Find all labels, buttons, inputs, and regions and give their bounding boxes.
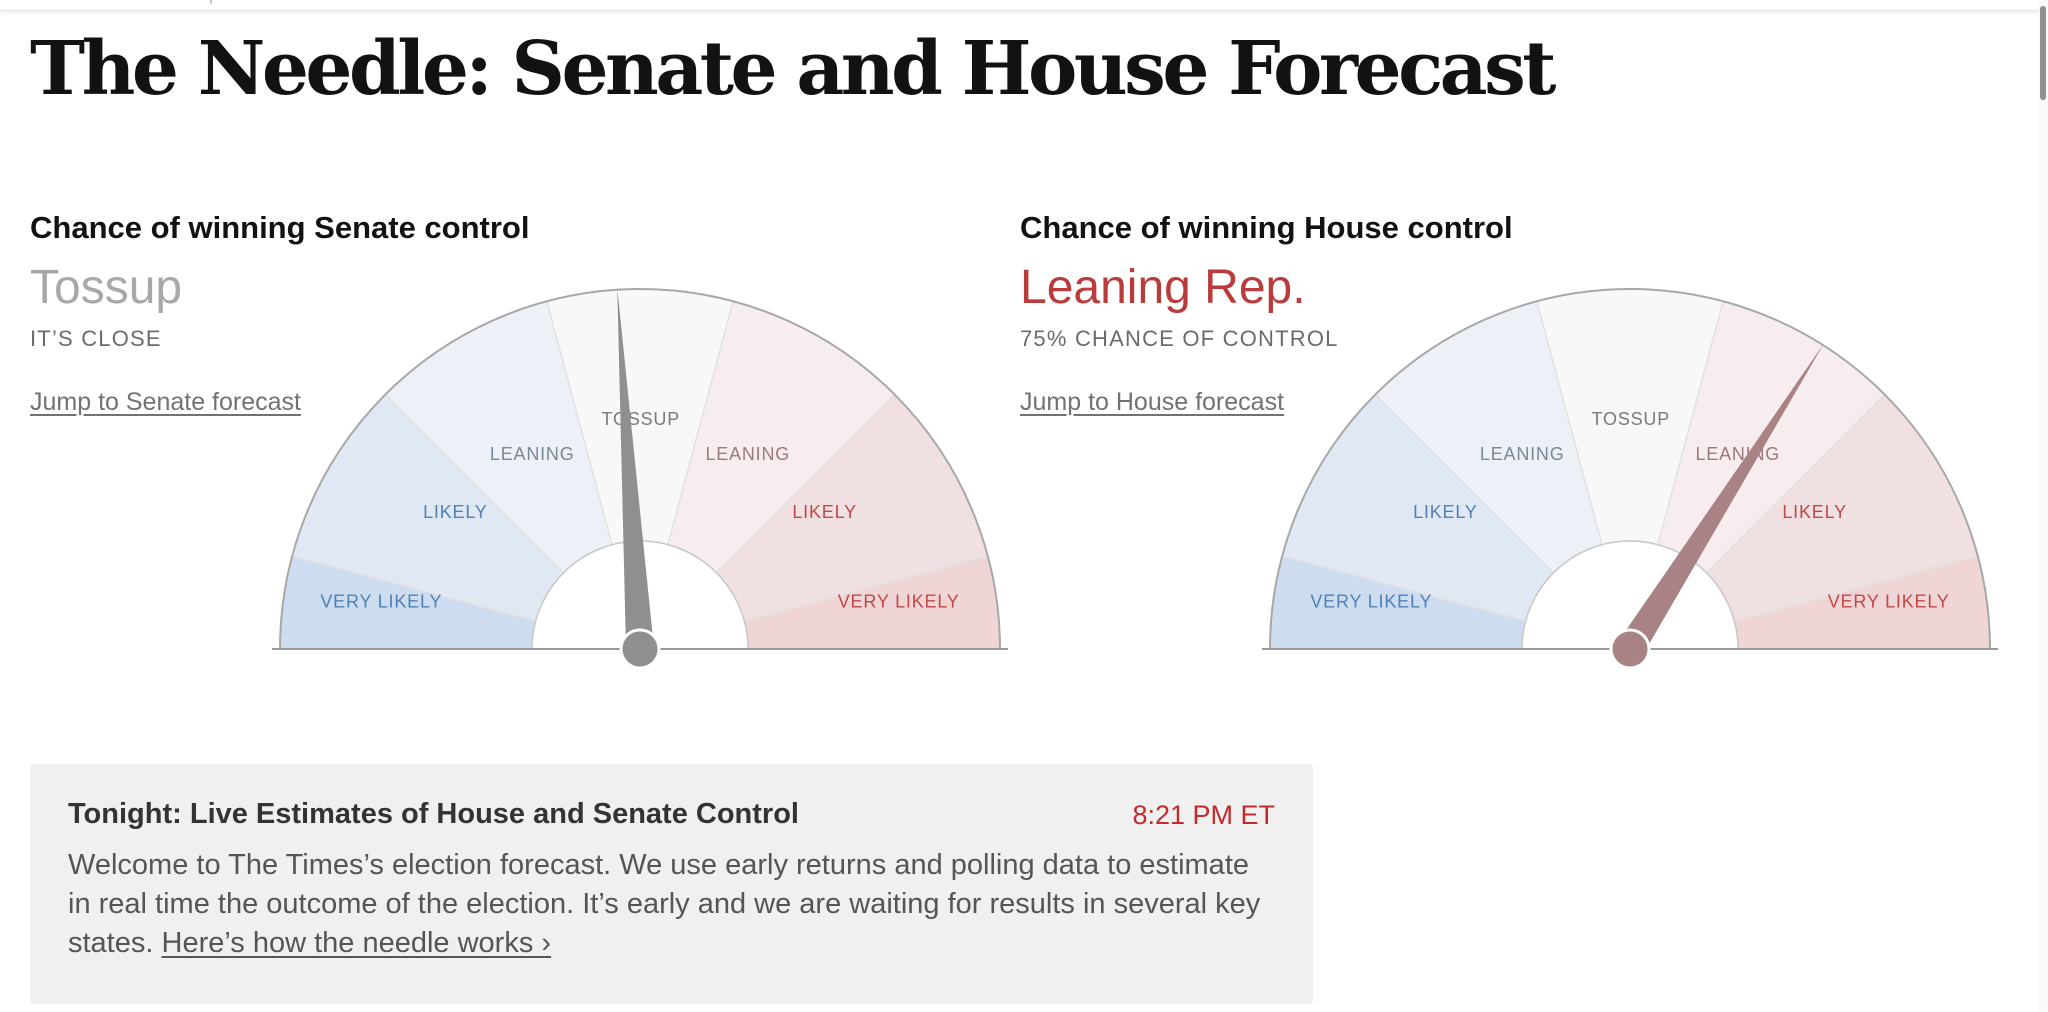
house-needle-gauge: VERY LIKELY LIKELY LEANING TOSSUP LEANING LIK… — [1262, 288, 1998, 670]
gauge-label-tossup: TOSSUP — [602, 409, 681, 429]
live-update-box: Tonight: Live Estimates of House and Sen… — [30, 764, 1313, 1004]
gauge-label-likely-dem: LIKELY — [423, 502, 488, 522]
house-status-subtext: 75% CHANCE OF CONTROL — [1020, 326, 1339, 351]
gauge-label-very-likely-dem: VERY LIKELY — [1310, 592, 1432, 612]
gauge-label-leaning-rep: LEANING — [705, 444, 790, 464]
scrollbar[interactable] — [2038, 0, 2048, 1012]
gauge-needle-hub — [1609, 628, 1651, 670]
jump-to-house-link[interactable]: Jump to House forecast — [1020, 388, 1285, 416]
house-status: Leaning Rep. — [1020, 261, 1306, 314]
update-body-text: Welcome to The Times’s election forecast… — [68, 849, 1261, 959]
page-title: The Needle: Senate and House Forecast — [30, 26, 1556, 112]
gauge-label-tossup: TOSSUP — [1592, 409, 1671, 429]
gauge-outer-arc — [1269, 288, 1991, 650]
gauge-outer-arc — [279, 288, 1001, 650]
gauge-label-very-likely-rep: VERY LIKELY — [1828, 592, 1950, 612]
gauge-needle-hub — [619, 628, 661, 670]
gauge-needle — [617, 287, 654, 650]
gauge-label-leaning-dem: LEANING — [490, 444, 575, 464]
scrollbar-thumb[interactable] — [2040, 6, 2046, 100]
senate-forecast-panel: Chance of winning Senate control Tossup … — [30, 200, 1030, 680]
house-heading: Chance of winning House control — [1020, 210, 1513, 245]
senate-heading: Chance of winning Senate control — [30, 210, 530, 245]
gauge-label-very-likely-dem: VERY LIKELY — [320, 592, 442, 612]
update-heading: Tonight: Live Estimates of House and Sen… — [68, 798, 799, 830]
update-timestamp: 8:21 PM ET — [1132, 800, 1275, 830]
how-needle-works-link[interactable]: Here’s how the needle works › — [161, 927, 552, 959]
update-body: Welcome to The Times’s election forecast… — [68, 846, 1268, 963]
nav-divider — [210, 0, 212, 4]
gauge-label-likely-rep: LIKELY — [792, 502, 857, 522]
gauge-label-very-likely-rep: VERY LIKELY — [838, 592, 960, 612]
gauge-needle — [1618, 343, 1824, 657]
gauge-label-likely-rep: LIKELY — [1782, 502, 1847, 522]
house-forecast-panel: Chance of winning House control Leaning … — [1020, 200, 2020, 680]
senate-status-subtext: IT’S CLOSE — [30, 326, 162, 351]
gauge-label-leaning-dem: LEANING — [1480, 444, 1565, 464]
senate-needle-gauge: VERY LIKELY LIKELY LEANING TOSSUP LEANING LIK… — [272, 287, 1008, 670]
jump-to-senate-link[interactable]: Jump to Senate forecast — [30, 388, 301, 416]
gauge-label-leaning-rep: LEANING — [1695, 444, 1780, 464]
top-navigation-bar — [0, 0, 2048, 11]
senate-status: Tossup — [30, 261, 183, 314]
gauge-label-likely-dem: LIKELY — [1413, 502, 1478, 522]
